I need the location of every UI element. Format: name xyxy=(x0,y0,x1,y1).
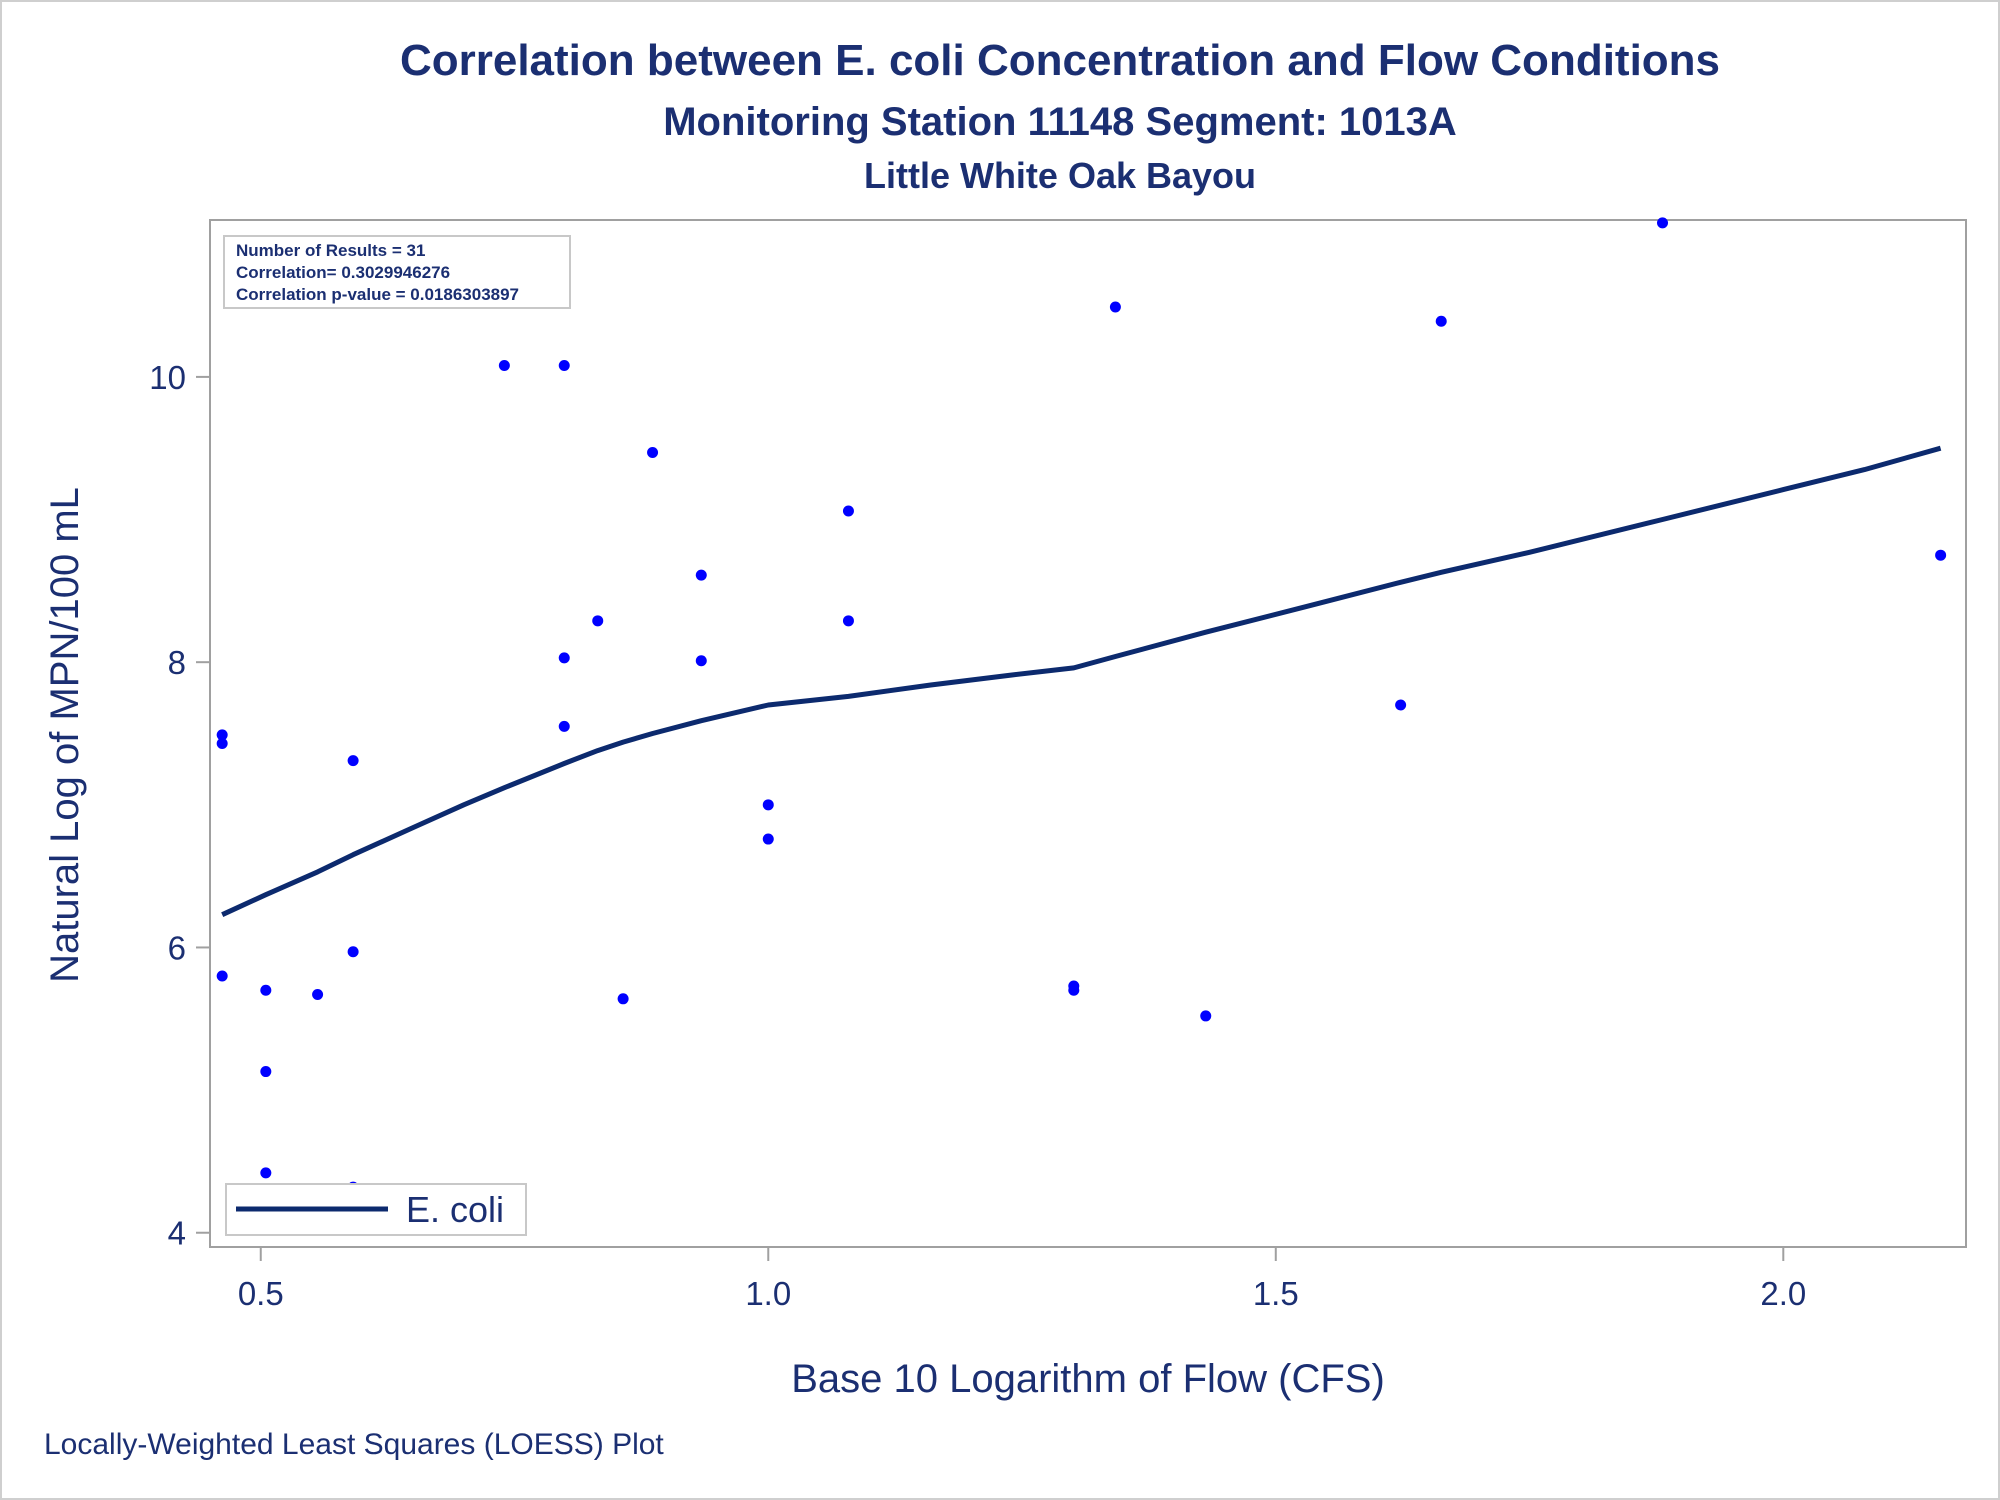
chart-subtitle: Monitoring Station 11148 Segment: 1013A xyxy=(663,100,1457,144)
data-point xyxy=(592,615,604,627)
legend: E. coli xyxy=(225,1183,527,1236)
data-point xyxy=(498,359,510,371)
data-point xyxy=(312,989,324,1001)
data-point xyxy=(1657,217,1669,229)
y-tick-label: 4 xyxy=(168,1215,186,1252)
data-point xyxy=(216,729,228,741)
data-point xyxy=(558,720,570,732)
data-point xyxy=(842,505,854,517)
data-point xyxy=(260,1066,272,1078)
stats-correlation: Correlation= 0.3029946276 xyxy=(236,263,450,282)
data-point xyxy=(347,755,359,767)
plot-area-border xyxy=(209,219,1967,1248)
y-tick-label: 8 xyxy=(168,644,186,681)
y-tick-label: 6 xyxy=(168,929,186,966)
data-point xyxy=(1068,984,1080,996)
stats-results: Number of Results = 31 xyxy=(236,241,425,260)
data-point xyxy=(695,655,707,667)
data-point xyxy=(1935,549,1947,561)
data-point xyxy=(216,737,228,749)
data-point xyxy=(762,799,774,811)
legend-label: E. coli xyxy=(406,1189,504,1230)
y-axis-title: Natural Log of MPN/100 mL xyxy=(43,487,87,983)
chart-subtitle-2: Little White Oak Bayou xyxy=(863,155,1257,196)
data-point xyxy=(558,652,570,664)
data-point xyxy=(260,1167,272,1179)
data-point xyxy=(647,447,659,459)
x-tick-label: 0.5 xyxy=(238,1275,284,1312)
x-tick-label: 1.0 xyxy=(745,1275,791,1312)
x-axis: 0.5 1.0 1.5 2.0 xyxy=(238,1247,1806,1312)
data-point xyxy=(1109,301,1121,313)
loess-line xyxy=(221,445,1942,917)
y-axis: 4 6 8 10 xyxy=(149,359,210,1252)
x-axis-title: Base 10 Logarithm of Flow (CFS) xyxy=(791,1357,1385,1401)
data-point xyxy=(558,359,570,371)
chart-title: Correlation between E. coli Concentratio… xyxy=(399,36,1721,85)
scatter-points xyxy=(216,217,1947,1193)
data-point xyxy=(695,569,707,581)
x-tick-label: 2.0 xyxy=(1760,1275,1806,1312)
stats-pvalue: Correlation p-value = 0.0186303897 xyxy=(236,285,519,304)
data-point xyxy=(1200,1010,1212,1022)
y-tick-label: 10 xyxy=(149,359,186,396)
data-point xyxy=(347,946,359,958)
data-point xyxy=(842,615,854,627)
chart-footnote: Locally-Weighted Least Squares (LOESS) P… xyxy=(44,1428,664,1461)
stats-box-border xyxy=(223,235,571,309)
data-point xyxy=(617,993,629,1005)
data-point xyxy=(1395,699,1407,711)
x-tick-label: 1.5 xyxy=(1253,1275,1299,1312)
data-point xyxy=(216,970,228,982)
data-point xyxy=(762,833,774,845)
data-point xyxy=(260,984,272,996)
stats-box: Number of Results = 31 Correlation= 0.30… xyxy=(223,235,571,309)
data-point xyxy=(1435,315,1447,327)
